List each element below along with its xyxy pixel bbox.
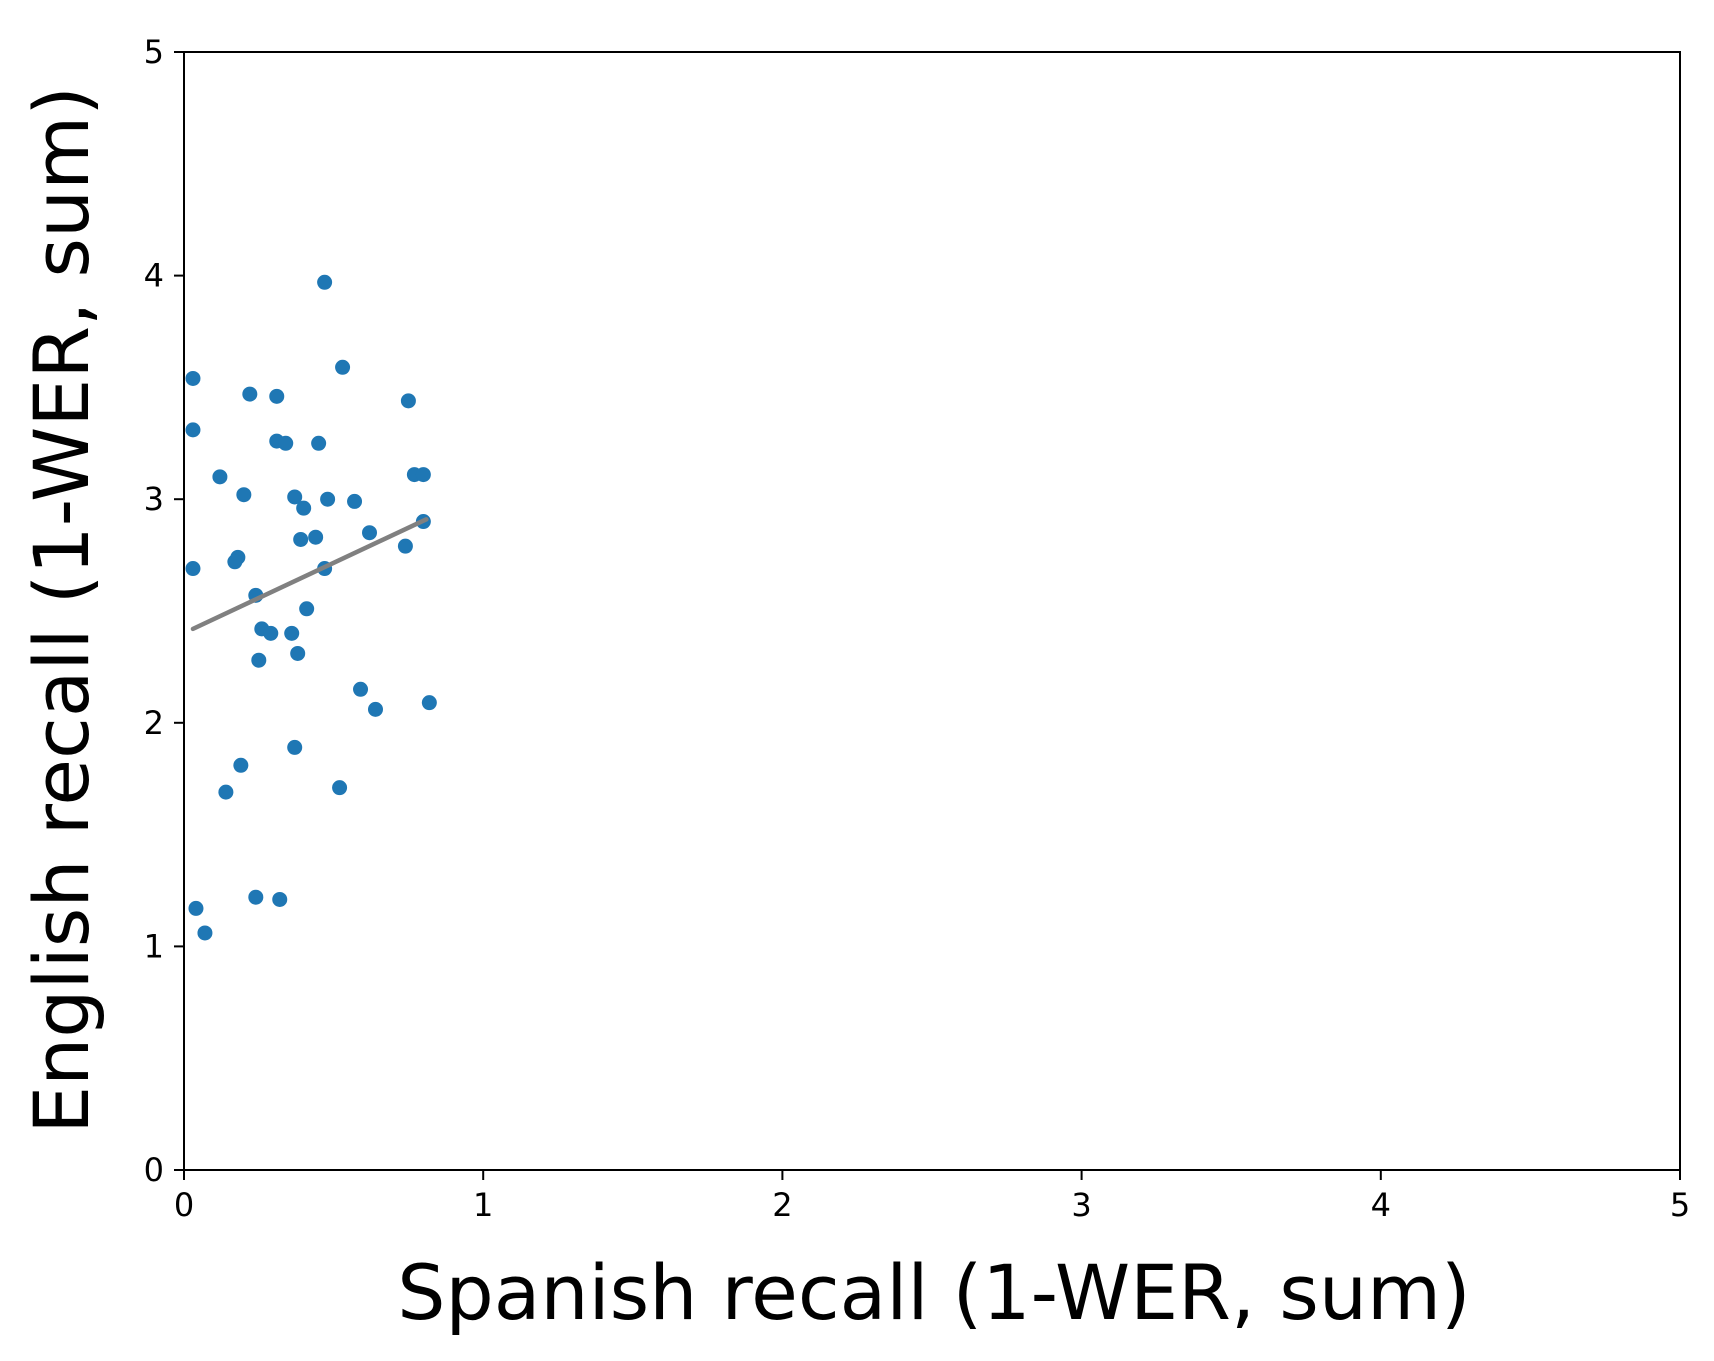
data-point xyxy=(236,487,252,503)
data-point xyxy=(308,529,324,545)
data-point xyxy=(296,500,312,516)
data-point xyxy=(218,784,234,800)
y-tick-label: 1 xyxy=(144,927,164,965)
y-tick-label: 0 xyxy=(144,1151,164,1189)
data-point xyxy=(415,467,431,483)
y-axis-label: English recall (1-WER, sum) xyxy=(17,86,106,1134)
data-point xyxy=(367,701,383,717)
data-point xyxy=(188,900,204,916)
data-point xyxy=(332,780,348,796)
trend-line xyxy=(190,517,429,632)
data-point xyxy=(284,625,300,641)
plot-frame xyxy=(183,51,1681,1171)
x-tick-label: 3 xyxy=(1071,1186,1091,1224)
data-point xyxy=(212,469,228,485)
data-point xyxy=(272,891,288,907)
x-tick-label: 1 xyxy=(473,1186,493,1224)
data-point xyxy=(263,625,279,641)
data-point xyxy=(269,388,285,404)
y-tick-label: 5 xyxy=(144,33,164,71)
data-point xyxy=(185,422,201,438)
points-layer xyxy=(185,274,437,941)
data-point xyxy=(299,601,315,617)
x-axis-label: Spanish recall (1-WER, sum) xyxy=(397,1248,1470,1337)
data-point xyxy=(242,386,258,402)
data-point xyxy=(397,538,413,554)
data-point xyxy=(421,695,437,711)
data-point xyxy=(317,274,333,290)
data-point xyxy=(248,889,264,905)
data-point xyxy=(233,757,249,773)
y-tick-label: 3 xyxy=(144,480,164,518)
x-tick-label: 4 xyxy=(1371,1186,1391,1224)
data-point xyxy=(293,531,309,547)
data-point xyxy=(251,652,267,668)
data-point xyxy=(278,435,294,451)
data-point xyxy=(400,393,416,409)
y-tick-label: 4 xyxy=(144,257,164,295)
data-point xyxy=(347,493,363,509)
ticks-layer: 0 1 2 3 4 5 0 1 2 3 4 5 xyxy=(144,33,1691,1224)
data-point xyxy=(290,645,306,661)
x-tick-label: 0 xyxy=(174,1186,194,1224)
trend-layer xyxy=(190,517,429,632)
data-point xyxy=(335,359,351,375)
data-point xyxy=(287,489,303,505)
data-point xyxy=(227,554,243,570)
data-point xyxy=(362,525,378,541)
data-point xyxy=(185,370,201,386)
y-tick-label: 2 xyxy=(144,704,164,742)
data-point xyxy=(311,435,327,451)
x-tick-label: 2 xyxy=(772,1186,792,1224)
data-point xyxy=(320,491,336,507)
data-point xyxy=(353,681,369,697)
axes-layer xyxy=(183,51,1681,1171)
data-point xyxy=(185,561,201,577)
x-tick-label: 5 xyxy=(1670,1186,1690,1224)
data-point xyxy=(287,739,303,755)
data-point xyxy=(197,925,213,941)
